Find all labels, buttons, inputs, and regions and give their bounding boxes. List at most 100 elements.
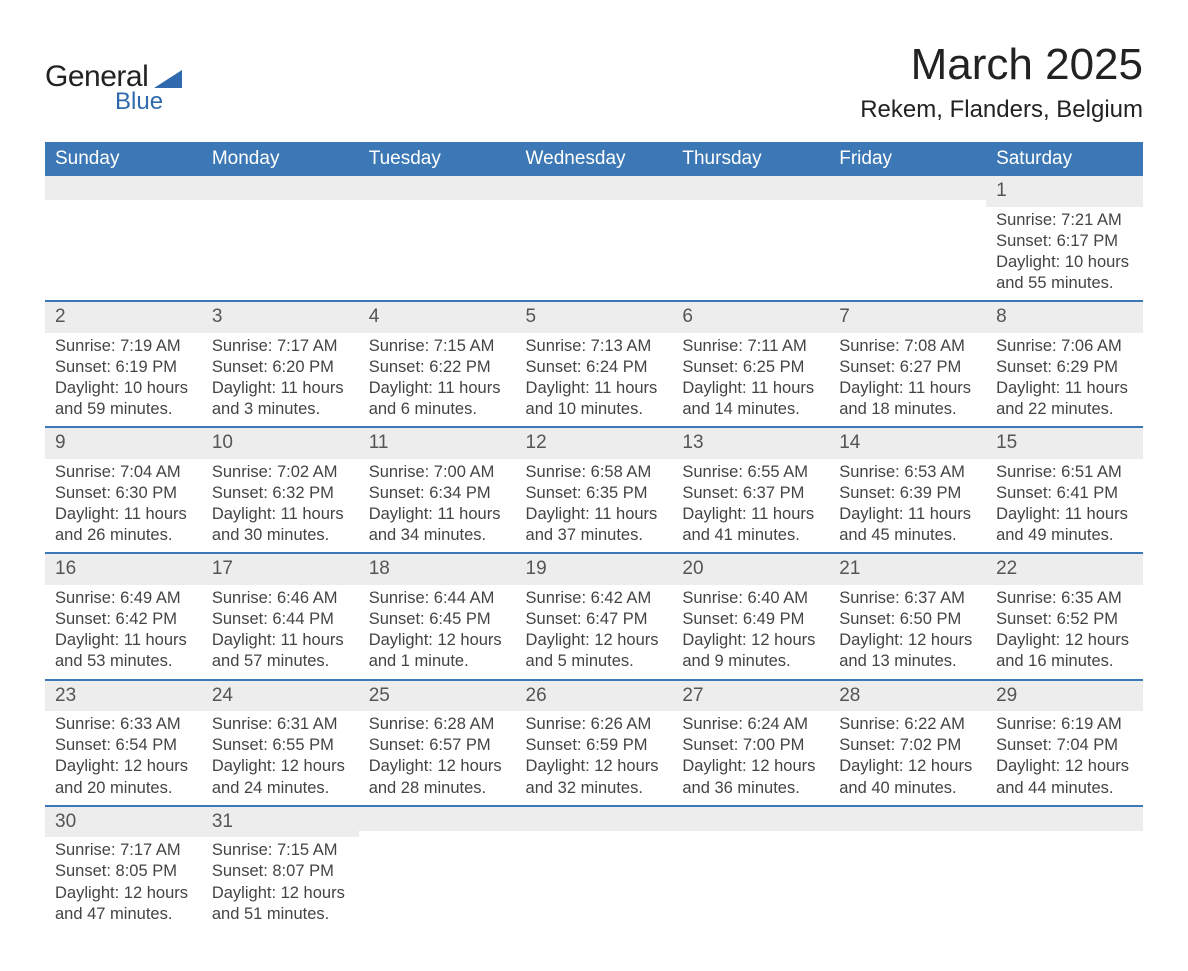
- day-details: [516, 200, 673, 209]
- day-number: 12: [516, 428, 673, 459]
- sunset-text: Sunset: 6:22 PM: [369, 357, 506, 378]
- day-details: [516, 831, 673, 840]
- day-details: Sunrise: 6:44 AMSunset: 6:45 PMDaylight:…: [359, 585, 516, 678]
- sunrise-text: Sunrise: 6:55 AM: [682, 462, 819, 483]
- day-details: Sunrise: 6:19 AMSunset: 7:04 PMDaylight:…: [986, 711, 1143, 804]
- calendar-cell: 24Sunrise: 6:31 AMSunset: 6:55 PMDayligh…: [202, 680, 359, 806]
- sunrise-text: Sunrise: 7:19 AM: [55, 336, 192, 357]
- sunset-text: Sunset: 6:17 PM: [996, 231, 1133, 252]
- sunset-text: Sunset: 6:29 PM: [996, 357, 1133, 378]
- sunrise-text: Sunrise: 7:13 AM: [526, 336, 663, 357]
- calendar-cell: [359, 176, 516, 301]
- day-number: 5: [516, 302, 673, 333]
- day-number: 31: [202, 807, 359, 838]
- sunrise-text: Sunrise: 6:24 AM: [682, 714, 819, 735]
- calendar-cell: 14Sunrise: 6:53 AMSunset: 6:39 PMDayligh…: [829, 427, 986, 553]
- daylight-text: Daylight: 11 hours and 10 minutes.: [526, 378, 663, 420]
- sunset-text: Sunset: 6:47 PM: [526, 609, 663, 630]
- day-details: [202, 200, 359, 209]
- calendar-cell: 21Sunrise: 6:37 AMSunset: 6:50 PMDayligh…: [829, 553, 986, 679]
- day-header: Sunday: [45, 142, 202, 176]
- calendar-cell: [829, 176, 986, 301]
- daylight-text: Daylight: 12 hours and 51 minutes.: [212, 883, 349, 925]
- calendar-cell: 9Sunrise: 7:04 AMSunset: 6:30 PMDaylight…: [45, 427, 202, 553]
- sunrise-text: Sunrise: 7:00 AM: [369, 462, 506, 483]
- day-number: 14: [829, 428, 986, 459]
- day-number: 27: [672, 681, 829, 712]
- calendar-cell: 20Sunrise: 6:40 AMSunset: 6:49 PMDayligh…: [672, 553, 829, 679]
- day-number: 28: [829, 681, 986, 712]
- daylight-text: Daylight: 11 hours and 26 minutes.: [55, 504, 192, 546]
- calendar-cell: 31Sunrise: 7:15 AMSunset: 8:07 PMDayligh…: [202, 806, 359, 931]
- day-number: [672, 807, 829, 831]
- sunrise-text: Sunrise: 7:02 AM: [212, 462, 349, 483]
- day-details: Sunrise: 7:08 AMSunset: 6:27 PMDaylight:…: [829, 333, 986, 426]
- page-subtitle: Rekem, Flanders, Belgium: [860, 96, 1143, 124]
- sunrise-text: Sunrise: 7:21 AM: [996, 210, 1133, 231]
- calendar-cell: 26Sunrise: 6:26 AMSunset: 6:59 PMDayligh…: [516, 680, 673, 806]
- sunrise-text: Sunrise: 6:51 AM: [996, 462, 1133, 483]
- day-number: 3: [202, 302, 359, 333]
- day-details: Sunrise: 6:55 AMSunset: 6:37 PMDaylight:…: [672, 459, 829, 552]
- sunrise-text: Sunrise: 6:19 AM: [996, 714, 1133, 735]
- sunset-text: Sunset: 6:35 PM: [526, 483, 663, 504]
- day-number: 24: [202, 681, 359, 712]
- day-number: 18: [359, 554, 516, 585]
- calendar-cell: 29Sunrise: 6:19 AMSunset: 7:04 PMDayligh…: [986, 680, 1143, 806]
- day-details: Sunrise: 7:04 AMSunset: 6:30 PMDaylight:…: [45, 459, 202, 552]
- calendar-cell: [45, 176, 202, 301]
- day-details: [359, 831, 516, 840]
- sunrise-text: Sunrise: 6:28 AM: [369, 714, 506, 735]
- calendar-cell: 18Sunrise: 6:44 AMSunset: 6:45 PMDayligh…: [359, 553, 516, 679]
- daylight-text: Daylight: 12 hours and 28 minutes.: [369, 756, 506, 798]
- sunset-text: Sunset: 6:59 PM: [526, 735, 663, 756]
- calendar-cell: [986, 806, 1143, 931]
- sunset-text: Sunset: 6:19 PM: [55, 357, 192, 378]
- day-details: Sunrise: 6:42 AMSunset: 6:47 PMDaylight:…: [516, 585, 673, 678]
- daylight-text: Daylight: 11 hours and 14 minutes.: [682, 378, 819, 420]
- day-details: Sunrise: 6:49 AMSunset: 6:42 PMDaylight:…: [45, 585, 202, 678]
- day-details: Sunrise: 7:02 AMSunset: 6:32 PMDaylight:…: [202, 459, 359, 552]
- calendar-cell: 15Sunrise: 6:51 AMSunset: 6:41 PMDayligh…: [986, 427, 1143, 553]
- day-details: Sunrise: 6:24 AMSunset: 7:00 PMDaylight:…: [672, 711, 829, 804]
- calendar-cell: [359, 806, 516, 931]
- daylight-text: Daylight: 12 hours and 13 minutes.: [839, 630, 976, 672]
- day-number: [359, 176, 516, 200]
- sunrise-text: Sunrise: 6:31 AM: [212, 714, 349, 735]
- calendar-cell: 6Sunrise: 7:11 AMSunset: 6:25 PMDaylight…: [672, 301, 829, 427]
- calendar-cell: [672, 806, 829, 931]
- sunrise-text: Sunrise: 6:58 AM: [526, 462, 663, 483]
- day-details: Sunrise: 6:35 AMSunset: 6:52 PMDaylight:…: [986, 585, 1143, 678]
- calendar-cell: 4Sunrise: 7:15 AMSunset: 6:22 PMDaylight…: [359, 301, 516, 427]
- calendar-week-row: 30Sunrise: 7:17 AMSunset: 8:05 PMDayligh…: [45, 806, 1143, 931]
- calendar-cell: 27Sunrise: 6:24 AMSunset: 7:00 PMDayligh…: [672, 680, 829, 806]
- day-number: 8: [986, 302, 1143, 333]
- day-number: [829, 807, 986, 831]
- day-number: 13: [672, 428, 829, 459]
- daylight-text: Daylight: 11 hours and 41 minutes.: [682, 504, 819, 546]
- sunrise-text: Sunrise: 7:11 AM: [682, 336, 819, 357]
- sunrise-text: Sunrise: 6:26 AM: [526, 714, 663, 735]
- sunset-text: Sunset: 6:27 PM: [839, 357, 976, 378]
- sunset-text: Sunset: 6:34 PM: [369, 483, 506, 504]
- daylight-text: Daylight: 12 hours and 20 minutes.: [55, 756, 192, 798]
- day-number: 1: [986, 176, 1143, 207]
- sunrise-text: Sunrise: 7:15 AM: [212, 840, 349, 861]
- sunset-text: Sunset: 7:00 PM: [682, 735, 819, 756]
- daylight-text: Daylight: 11 hours and 22 minutes.: [996, 378, 1133, 420]
- day-number: [516, 176, 673, 200]
- calendar-cell: 28Sunrise: 6:22 AMSunset: 7:02 PMDayligh…: [829, 680, 986, 806]
- day-details: Sunrise: 7:21 AMSunset: 6:17 PMDaylight:…: [986, 207, 1143, 300]
- sunrise-text: Sunrise: 7:06 AM: [996, 336, 1133, 357]
- calendar-cell: 23Sunrise: 6:33 AMSunset: 6:54 PMDayligh…: [45, 680, 202, 806]
- calendar-cell: 7Sunrise: 7:08 AMSunset: 6:27 PMDaylight…: [829, 301, 986, 427]
- calendar-cell: 5Sunrise: 7:13 AMSunset: 6:24 PMDaylight…: [516, 301, 673, 427]
- day-number: 23: [45, 681, 202, 712]
- sunset-text: Sunset: 6:45 PM: [369, 609, 506, 630]
- calendar-table: Sunday Monday Tuesday Wednesday Thursday…: [45, 142, 1143, 931]
- calendar-week-row: 23Sunrise: 6:33 AMSunset: 6:54 PMDayligh…: [45, 680, 1143, 806]
- sunrise-text: Sunrise: 6:49 AM: [55, 588, 192, 609]
- sunrise-text: Sunrise: 6:46 AM: [212, 588, 349, 609]
- sunset-text: Sunset: 6:20 PM: [212, 357, 349, 378]
- sunrise-text: Sunrise: 6:33 AM: [55, 714, 192, 735]
